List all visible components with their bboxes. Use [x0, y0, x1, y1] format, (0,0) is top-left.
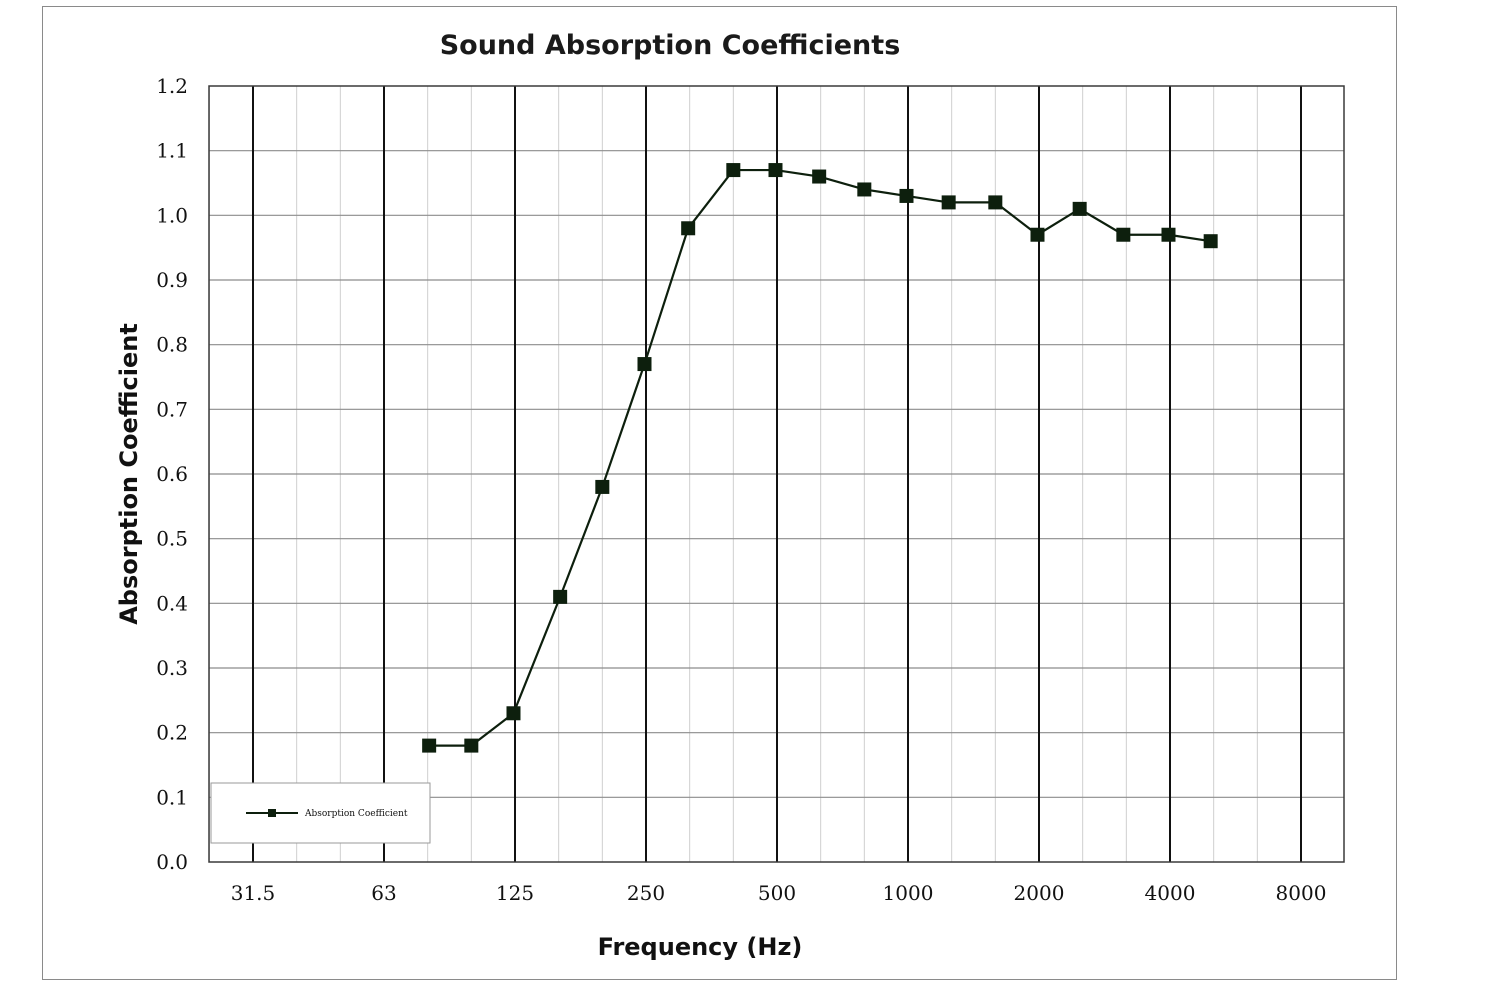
data-point [422, 738, 437, 753]
y-tick-label: 0.5 [156, 527, 188, 551]
y-tick-label: 0.2 [156, 721, 188, 745]
x-tick-label: 2000 [1014, 881, 1065, 905]
series-group [422, 163, 1218, 753]
y-tick-label: 0.3 [156, 656, 188, 680]
x-tick-label: 1000 [883, 881, 934, 905]
data-point [637, 357, 652, 372]
y-tick-label: 0.9 [156, 268, 188, 292]
legend: Absorption Coefficient [210, 782, 431, 844]
x-tick-label: 31.5 [231, 881, 276, 905]
data-point [857, 182, 872, 197]
y-tick-label: 0.6 [156, 462, 188, 486]
data-point [553, 589, 568, 604]
x-axis-title: Frequency (Hz) [598, 933, 803, 961]
x-tick-labels: 31.5 63 125 250 500 1000 2000 4000 8000 [231, 881, 1327, 905]
data-point [1203, 234, 1218, 249]
legend-marker [268, 809, 276, 817]
data-point [726, 163, 741, 178]
x-tick-label: 8000 [1276, 881, 1327, 905]
data-point [464, 738, 479, 753]
y-tick-label: 0.8 [156, 333, 188, 357]
y-tick-label: 0.4 [156, 591, 188, 615]
y-tick-label: 1.1 [156, 139, 188, 163]
y-tick-label: 1.2 [156, 74, 188, 98]
data-point [1161, 227, 1176, 242]
data-point [812, 169, 827, 184]
data-point [988, 195, 1003, 210]
chart-title: Sound Absorption Coefficients [439, 30, 901, 61]
data-point [595, 479, 610, 494]
data-point [941, 195, 956, 210]
y-tick-label: 0.1 [156, 785, 188, 809]
x-tick-label: 63 [371, 881, 396, 905]
data-point [1072, 201, 1087, 216]
y-tick-label: 0.7 [156, 397, 188, 421]
data-point [1030, 227, 1045, 242]
data-point [1116, 227, 1131, 242]
data-point [506, 706, 521, 721]
x-tick-label: 500 [758, 881, 796, 905]
major-grid [252, 86, 1302, 862]
y-tick-labels: 0.0 0.1 0.2 0.3 0.4 0.5 0.6 0.7 0.8 0.9 1.0 1.1 1.2 [156, 74, 188, 874]
data-point [681, 221, 696, 236]
y-tick-label: 1.0 [156, 203, 188, 227]
x-tick-label: 125 [496, 881, 534, 905]
legend-label: Absorption Coefficient [304, 809, 408, 819]
plot-border [208, 85, 1345, 863]
y-tick-label: 0.0 [156, 850, 188, 874]
y-axis-title: Absorption Coefficient [115, 323, 143, 625]
x-tick-label: 4000 [1145, 881, 1196, 905]
data-point [768, 163, 783, 178]
data-point [899, 188, 914, 203]
x-tick-label: 250 [627, 881, 665, 905]
